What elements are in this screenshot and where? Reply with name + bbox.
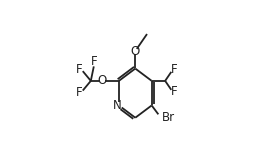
Text: F: F	[91, 55, 98, 68]
Text: F: F	[76, 63, 82, 76]
Text: F: F	[171, 63, 178, 76]
Text: Br: Br	[162, 111, 175, 124]
Text: O: O	[131, 45, 140, 57]
Text: O: O	[97, 74, 106, 87]
Text: N: N	[113, 99, 122, 112]
Text: F: F	[76, 86, 82, 99]
Text: F: F	[171, 85, 178, 98]
